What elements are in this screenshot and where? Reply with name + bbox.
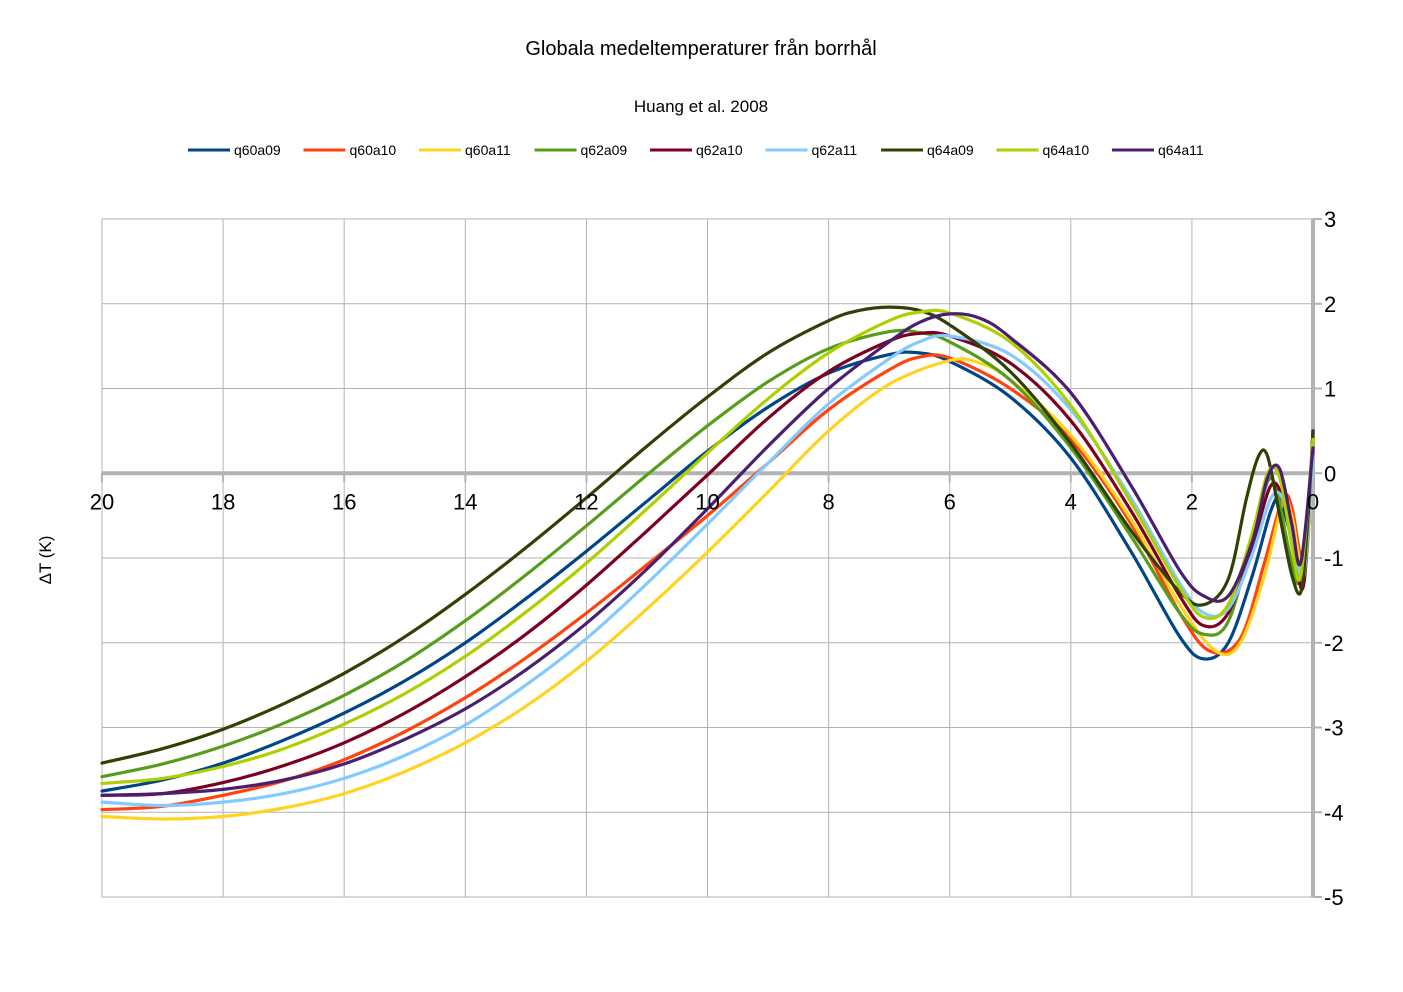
- x-tick-label: 12: [574, 489, 598, 514]
- x-tick-label: 0: [1307, 489, 1319, 514]
- series-line-q60a09: [100, 350, 1315, 793]
- x-tick-label: 8: [822, 489, 834, 514]
- y-tick-label: -1: [1324, 546, 1344, 571]
- legend-label-q60a09: q60a09: [234, 142, 281, 158]
- series-line-q60a11: [100, 357, 1315, 821]
- chart-title: Globala medeltemperaturer från borrhål: [525, 38, 876, 60]
- y-tick-label: 2: [1324, 292, 1336, 317]
- x-tick-label: 20: [90, 489, 114, 514]
- x-tick-label: 6: [944, 489, 956, 514]
- x-tick-label: 10: [695, 489, 719, 514]
- legend-label-q64a11: q64a11: [1158, 142, 1204, 158]
- legend-label-q64a10: q64a10: [1043, 142, 1090, 158]
- x-tick-label: 14: [453, 489, 477, 514]
- y-tick-label: -2: [1324, 631, 1344, 656]
- series-line-q62a10: [100, 330, 1315, 797]
- series-line-q64a11: [100, 312, 1315, 797]
- y-axis-label: ΔT (K): [36, 536, 55, 585]
- legend-label-q62a11: q62a11: [812, 142, 858, 158]
- y-tick-label: -4: [1324, 800, 1344, 825]
- y-tick-label: 1: [1324, 377, 1336, 402]
- series-line-q64a09: [100, 305, 1315, 765]
- x-tick-label: 4: [1065, 489, 1077, 514]
- grid: [101, 218, 1314, 898]
- x-tick-label: 2: [1186, 489, 1198, 514]
- x-tick-label: 16: [332, 489, 356, 514]
- legend-label-q60a10: q60a10: [350, 142, 397, 158]
- legend-label-q62a09: q62a09: [581, 142, 628, 158]
- x-tick-label: 18: [211, 489, 235, 514]
- legend-label-q62a10: q62a10: [696, 142, 743, 158]
- y-tick-label: 0: [1324, 461, 1336, 486]
- legend: q60a09 q60a10 q60a11 q62a09 q62a10 q62a11 q64a…: [188, 142, 1204, 158]
- legend-label-q60a11: q60a11: [465, 142, 511, 158]
- series-line-q60a10: [100, 353, 1315, 812]
- legend-label-q64a09: q64a09: [927, 142, 974, 158]
- y-tick-label: -3: [1324, 716, 1344, 741]
- y-tick-label: -5: [1324, 885, 1344, 910]
- series-layer: [100, 305, 1315, 821]
- series-line-q62a11: [100, 333, 1315, 808]
- chart-subtitle: Huang et al. 2008: [634, 97, 768, 116]
- y-tick-label: 3: [1324, 207, 1336, 232]
